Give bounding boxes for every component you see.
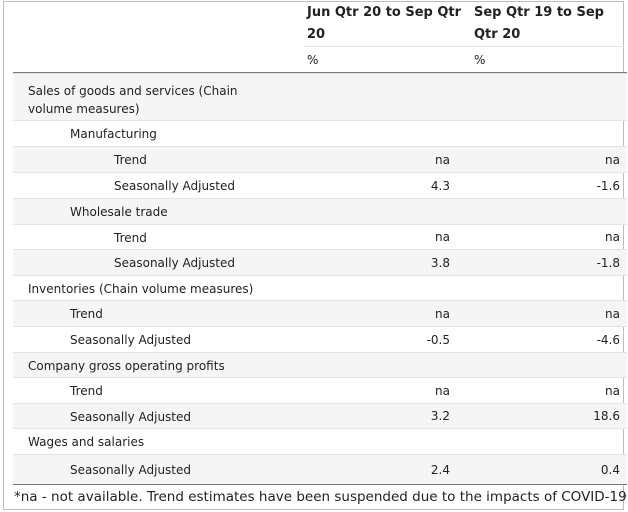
column-header-qtr-change: Jun Qtr 20 to Sep Qtr 20 (307, 5, 462, 42)
table-row: Seasonally Adjusted 4.3 -1.6 (13, 172, 627, 198)
row-label: Seasonally Adjusted (70, 409, 192, 424)
value-annual-change: -1.8 (596, 256, 620, 270)
value-qtr-change: 3.2 (430, 409, 450, 423)
table-row: Seasonally Adjusted 3.8 -1.8 (13, 249, 627, 275)
value-qtr-change: -0.5 (426, 333, 450, 347)
data-table: Jun Qtr 20 to Sep Qtr 20 Sep Qtr 19 to S… (3, 1, 627, 510)
value-annual-change: na (605, 384, 620, 398)
table-row: Seasonally Adjusted 3.2 18.6 (13, 403, 627, 428)
column-header-annual-change: Sep Qtr 19 to Sep Qtr 20 (474, 5, 604, 42)
table-row: Wages and salaries (13, 428, 627, 454)
footnote: *na - not available. Trend estimates hav… (14, 489, 627, 505)
header-bottom-rule (13, 72, 627, 73)
row-label: Seasonally Adjusted (70, 463, 192, 477)
row-label: Trend (114, 230, 147, 245)
row-label: Sales of goods and services (Chain volum… (28, 84, 238, 116)
row-label: Manufacturing (70, 127, 157, 141)
row-label: Wages and salaries (28, 435, 145, 449)
value-annual-change: 0.4 (600, 463, 620, 477)
unit-qtr-change: % (307, 53, 319, 67)
row-label: Seasonally Adjusted (70, 333, 192, 347)
row-label: Trend (70, 307, 103, 321)
value-qtr-change: 2.4 (430, 463, 450, 477)
row-label: Trend (70, 384, 103, 398)
table-row: Trend na na (13, 224, 627, 249)
table-row: Manufacturing (13, 120, 627, 146)
row-label: Seasonally Adjusted (114, 179, 236, 193)
table-row: Seasonally Adjusted -0.5 -4.6 (13, 326, 627, 352)
table-row: Sales of goods and services (Chain volum… (13, 73, 627, 120)
value-annual-change: na (605, 153, 620, 167)
table-row: Wholesale trade (13, 198, 627, 224)
value-annual-change: na (605, 230, 620, 244)
header-divider (304, 46, 624, 47)
value-annual-change: -1.6 (596, 179, 620, 193)
table-row: Trend na na (13, 377, 627, 403)
row-label: Inventories (Chain volume measures) (28, 281, 254, 296)
value-qtr-change: na (435, 230, 450, 244)
value-annual-change: 18.6 (593, 409, 620, 423)
value-annual-change: na (605, 307, 620, 321)
value-qtr-change: na (435, 153, 450, 167)
row-label: Seasonally Adjusted (114, 256, 236, 270)
unit-annual-change: % (474, 53, 486, 67)
value-qtr-change: 4.3 (430, 179, 450, 193)
value-qtr-change: na (435, 307, 450, 321)
value-annual-change: -4.6 (596, 333, 620, 347)
table-row: Seasonally Adjusted 2.4 0.4 (13, 454, 627, 484)
table-bottom-rule (13, 484, 627, 485)
table-row: Trend na na (13, 146, 627, 172)
table-row: Trend na na (13, 300, 627, 326)
row-label: Wholesale trade (70, 205, 168, 219)
table-row: Company gross operating profits (13, 352, 627, 377)
value-qtr-change: 3.8 (430, 256, 450, 270)
table-row: Inventories (Chain volume measures) (13, 275, 627, 300)
row-label: Trend (114, 153, 147, 167)
value-qtr-change: na (435, 384, 450, 398)
row-label: Company gross operating profits (28, 358, 225, 373)
